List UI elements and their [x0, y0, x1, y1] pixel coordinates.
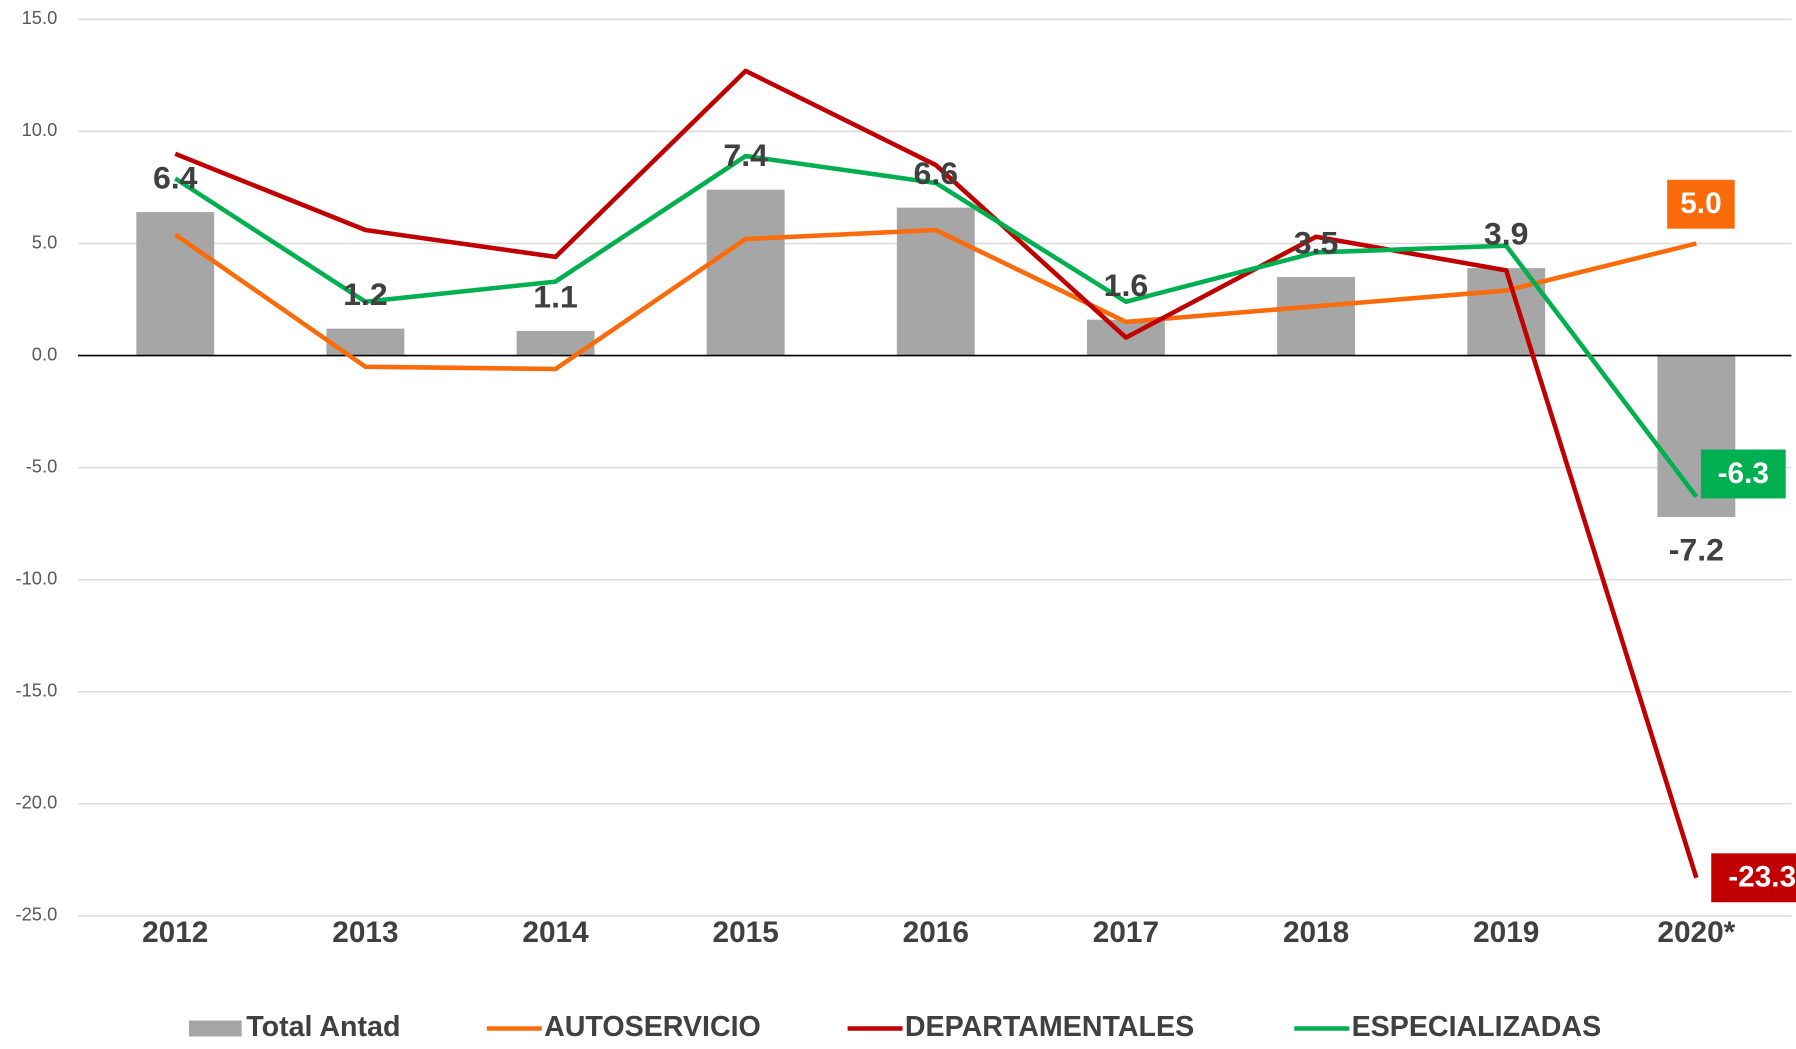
y-tick-label: -5.0	[26, 455, 58, 476]
data-label: -23.3	[1728, 861, 1796, 894]
data-label-box	[1711, 853, 1796, 903]
data-label: 5.0	[1680, 187, 1721, 220]
bar	[136, 212, 215, 356]
legend-swatch	[188, 1020, 242, 1037]
y-tick-label: -15.0	[16, 680, 58, 701]
y-tick-label: 5.0	[32, 231, 57, 252]
line	[173, 153, 1699, 499]
data-label: 7.4	[723, 137, 768, 173]
x-tick-label: 2018	[1283, 916, 1349, 949]
x-tick-label: 2013	[332, 916, 398, 949]
y-tick-label: 0.0	[32, 343, 57, 364]
y-tick-label: -10.0	[16, 568, 58, 589]
data-label: 1.6	[1104, 267, 1149, 303]
bar	[326, 328, 405, 356]
data-label: 6.6	[914, 155, 959, 191]
legend-label: DEPARTAMENTALES	[905, 1011, 1194, 1043]
data-label: 1.1	[533, 279, 578, 315]
line	[173, 227, 1697, 372]
data-label: -6.3	[1718, 457, 1769, 490]
x-tick-label: 2019	[1473, 916, 1539, 949]
y-tick-label: -25.0	[16, 904, 58, 925]
data-label: 3.9	[1484, 216, 1529, 252]
legend-label: Total Antad	[246, 1011, 400, 1043]
data-label-box	[1700, 449, 1786, 499]
x-tick-label: 2012	[142, 916, 208, 949]
y-tick-label: 15.0	[22, 7, 58, 28]
bar	[1277, 277, 1356, 356]
x-tick-label: 2015	[713, 916, 779, 949]
bar	[706, 189, 785, 356]
data-label: 6.4	[153, 160, 198, 196]
data-label: 3.5	[1294, 225, 1339, 261]
legend-label: AUTOSERVICIO	[544, 1011, 761, 1043]
x-tick-label: 2017	[1093, 916, 1159, 949]
data-label: 1.2	[343, 276, 388, 312]
data-label-box	[1667, 179, 1735, 229]
data-label: -7.2	[1669, 532, 1724, 568]
y-tick-label: -20.0	[16, 792, 58, 813]
x-tick-label: 2020*	[1657, 916, 1735, 949]
x-tick-label: 2014	[522, 916, 589, 949]
line	[174, 68, 1699, 879]
y-tick-label: 10.0	[22, 119, 58, 140]
legend-label: ESPECIALIZADAS	[1352, 1011, 1602, 1043]
x-tick-label: 2016	[903, 916, 969, 949]
